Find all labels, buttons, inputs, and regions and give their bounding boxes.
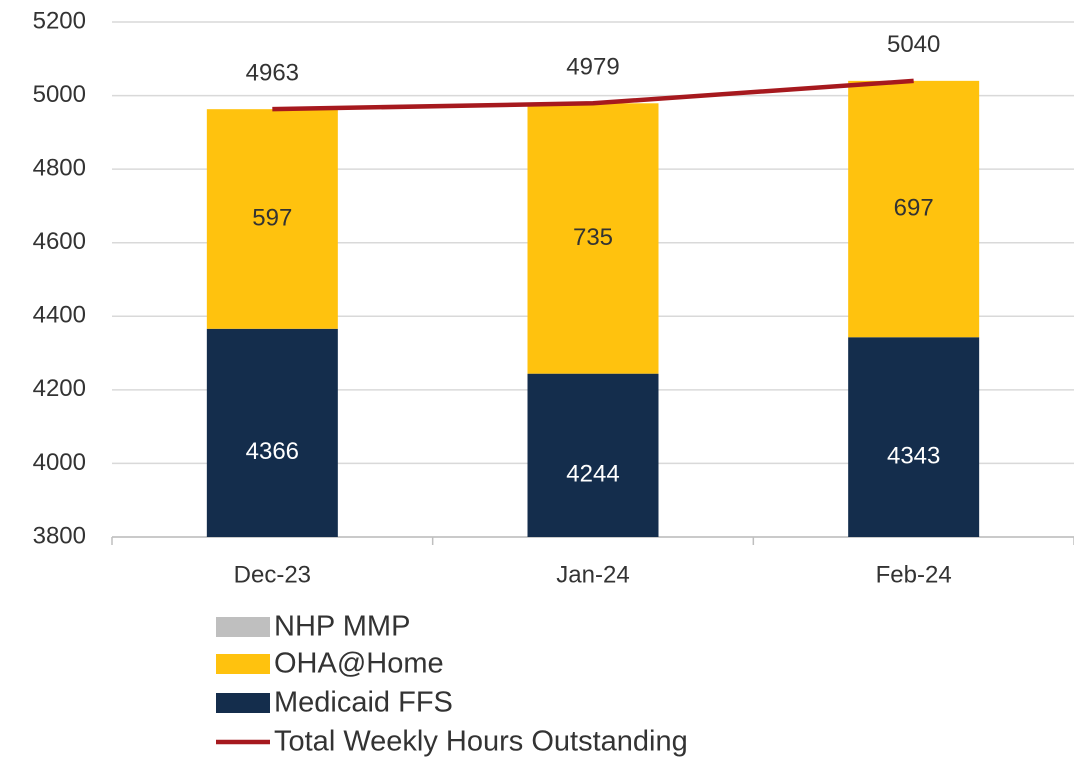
x-tick-label: Feb-24	[876, 561, 952, 588]
legend-label: Total Weekly Hours Outstanding	[274, 726, 688, 758]
data-label: 4366	[246, 438, 299, 465]
legend-swatch	[216, 693, 270, 713]
data-label: 5040	[887, 31, 940, 58]
bar-segment	[848, 337, 980, 537]
bar-segment	[206, 109, 338, 329]
data-label: 735	[573, 224, 613, 251]
y-tick-label: 4800	[33, 154, 86, 181]
legend-swatch	[216, 654, 270, 674]
data-label: 697	[894, 194, 934, 221]
bar-segment	[206, 328, 338, 537]
data-label: 4244	[566, 461, 619, 488]
x-tick-label: Jan-24	[556, 561, 629, 588]
y-tick-label: 4000	[33, 449, 86, 476]
line-series	[272, 78, 914, 112]
data-label: 4979	[566, 54, 619, 81]
legend-label: NHP MMP	[274, 611, 410, 643]
y-tick-label: 5200	[33, 7, 86, 34]
data-label: 597	[252, 204, 292, 231]
bar-segment	[527, 373, 659, 537]
bar-segment	[527, 103, 659, 374]
x-tick-label: Dec-23	[234, 561, 311, 588]
data-label: 4343	[887, 442, 940, 469]
y-tick-label: 4600	[33, 228, 86, 255]
y-tick-label: 3800	[33, 522, 86, 549]
y-tick-label: 4200	[33, 375, 86, 402]
data-label: 4963	[246, 60, 299, 87]
legend-label: Medicaid FFS	[274, 687, 453, 719]
bar-segment	[848, 80, 980, 338]
y-tick-label: 4400	[33, 302, 86, 329]
legend-label: OHA@Home	[274, 648, 444, 680]
y-tick-label: 5000	[33, 81, 86, 108]
legend-swatch	[216, 617, 270, 637]
